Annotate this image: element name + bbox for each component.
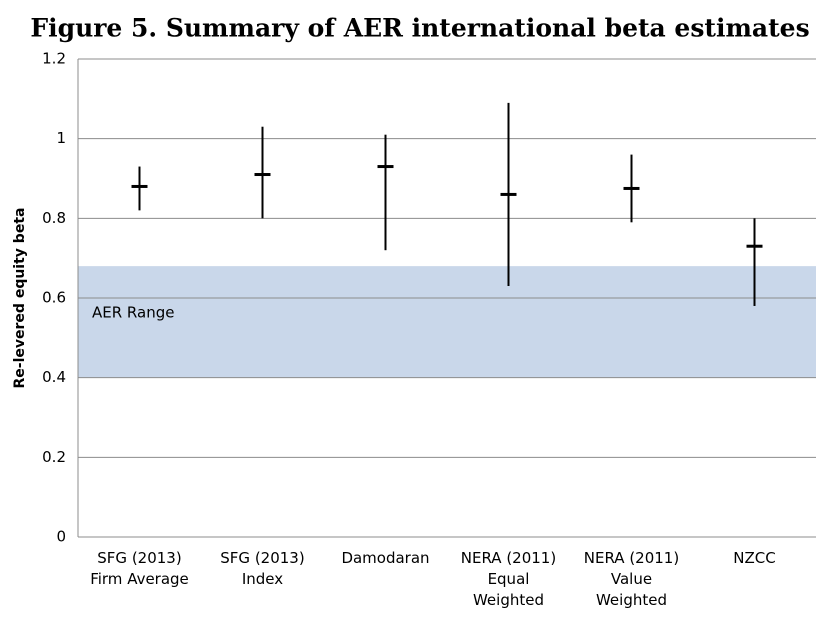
x-tick-label: SFG (2013) Firm Average [90, 549, 189, 588]
chart-title: Figure 5. Summary of AER international b… [30, 14, 809, 43]
band-label: AER Range [92, 304, 174, 322]
y-tick-label: 1 [56, 129, 66, 147]
x-tick-label: Damodaran [341, 549, 430, 567]
aer-range-band [78, 266, 816, 378]
y-tick-label: 0.6 [42, 289, 66, 307]
y-axis-label: Re-levered equity beta [12, 208, 28, 389]
x-tick-label: NERA (2011) Value Weighted [583, 549, 680, 609]
x-tick-label: SFG (2013) Index [220, 549, 305, 588]
x-tick-label: NZCC [733, 549, 776, 567]
y-tick-label: 0.2 [42, 448, 66, 466]
y-tick-label: 0 [56, 528, 66, 546]
y-tick-label: 0.4 [42, 368, 66, 386]
y-tick-label: 0.8 [42, 209, 66, 227]
y-tick-label: 1.2 [42, 50, 66, 68]
x-tick-label: NERA (2011) Equal Weighted [460, 549, 557, 609]
